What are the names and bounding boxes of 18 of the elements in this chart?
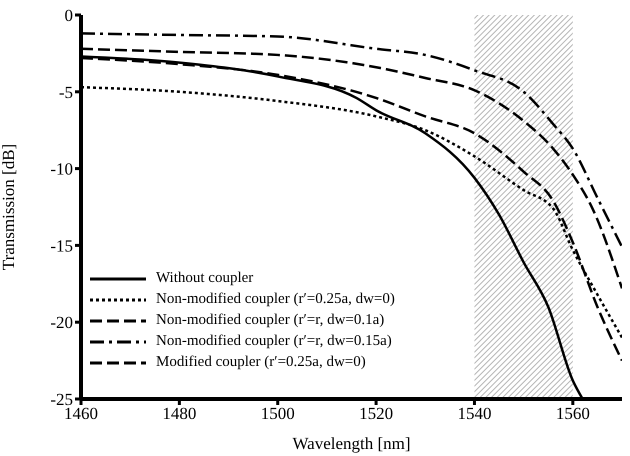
x-axis-title: Wavelength [nm] <box>292 434 411 453</box>
y-axis-title: Transmission [dB] <box>0 144 18 270</box>
y-tick-label: -10 <box>50 160 73 179</box>
y-tick-label: -20 <box>50 313 73 332</box>
legend-label: Non-modified coupler (r′=r, dw=0.15a) <box>156 333 392 350</box>
legend-label: Non-modified coupler (r′=0.25a, dw=0) <box>156 291 395 308</box>
x-tick-label: 1520 <box>359 404 394 424</box>
x-tick-label: 1460 <box>64 404 98 424</box>
y-tick-label: -15 <box>50 236 73 256</box>
x-tick-label: 1500 <box>260 404 295 424</box>
legend-label: Without coupler <box>156 270 254 287</box>
legend-label: Modified coupler (r′=0.25a, dw=0) <box>156 354 366 371</box>
x-tick-label: 1480 <box>162 404 196 424</box>
x-tick-label: 1560 <box>556 404 590 424</box>
legend-label: Non-modified coupler (r′=r, dw=0.1a) <box>156 312 384 329</box>
x-tick-label: 1540 <box>457 404 492 424</box>
y-tick-label: -5 <box>58 82 73 102</box>
y-tick-label: 0 <box>64 6 73 26</box>
